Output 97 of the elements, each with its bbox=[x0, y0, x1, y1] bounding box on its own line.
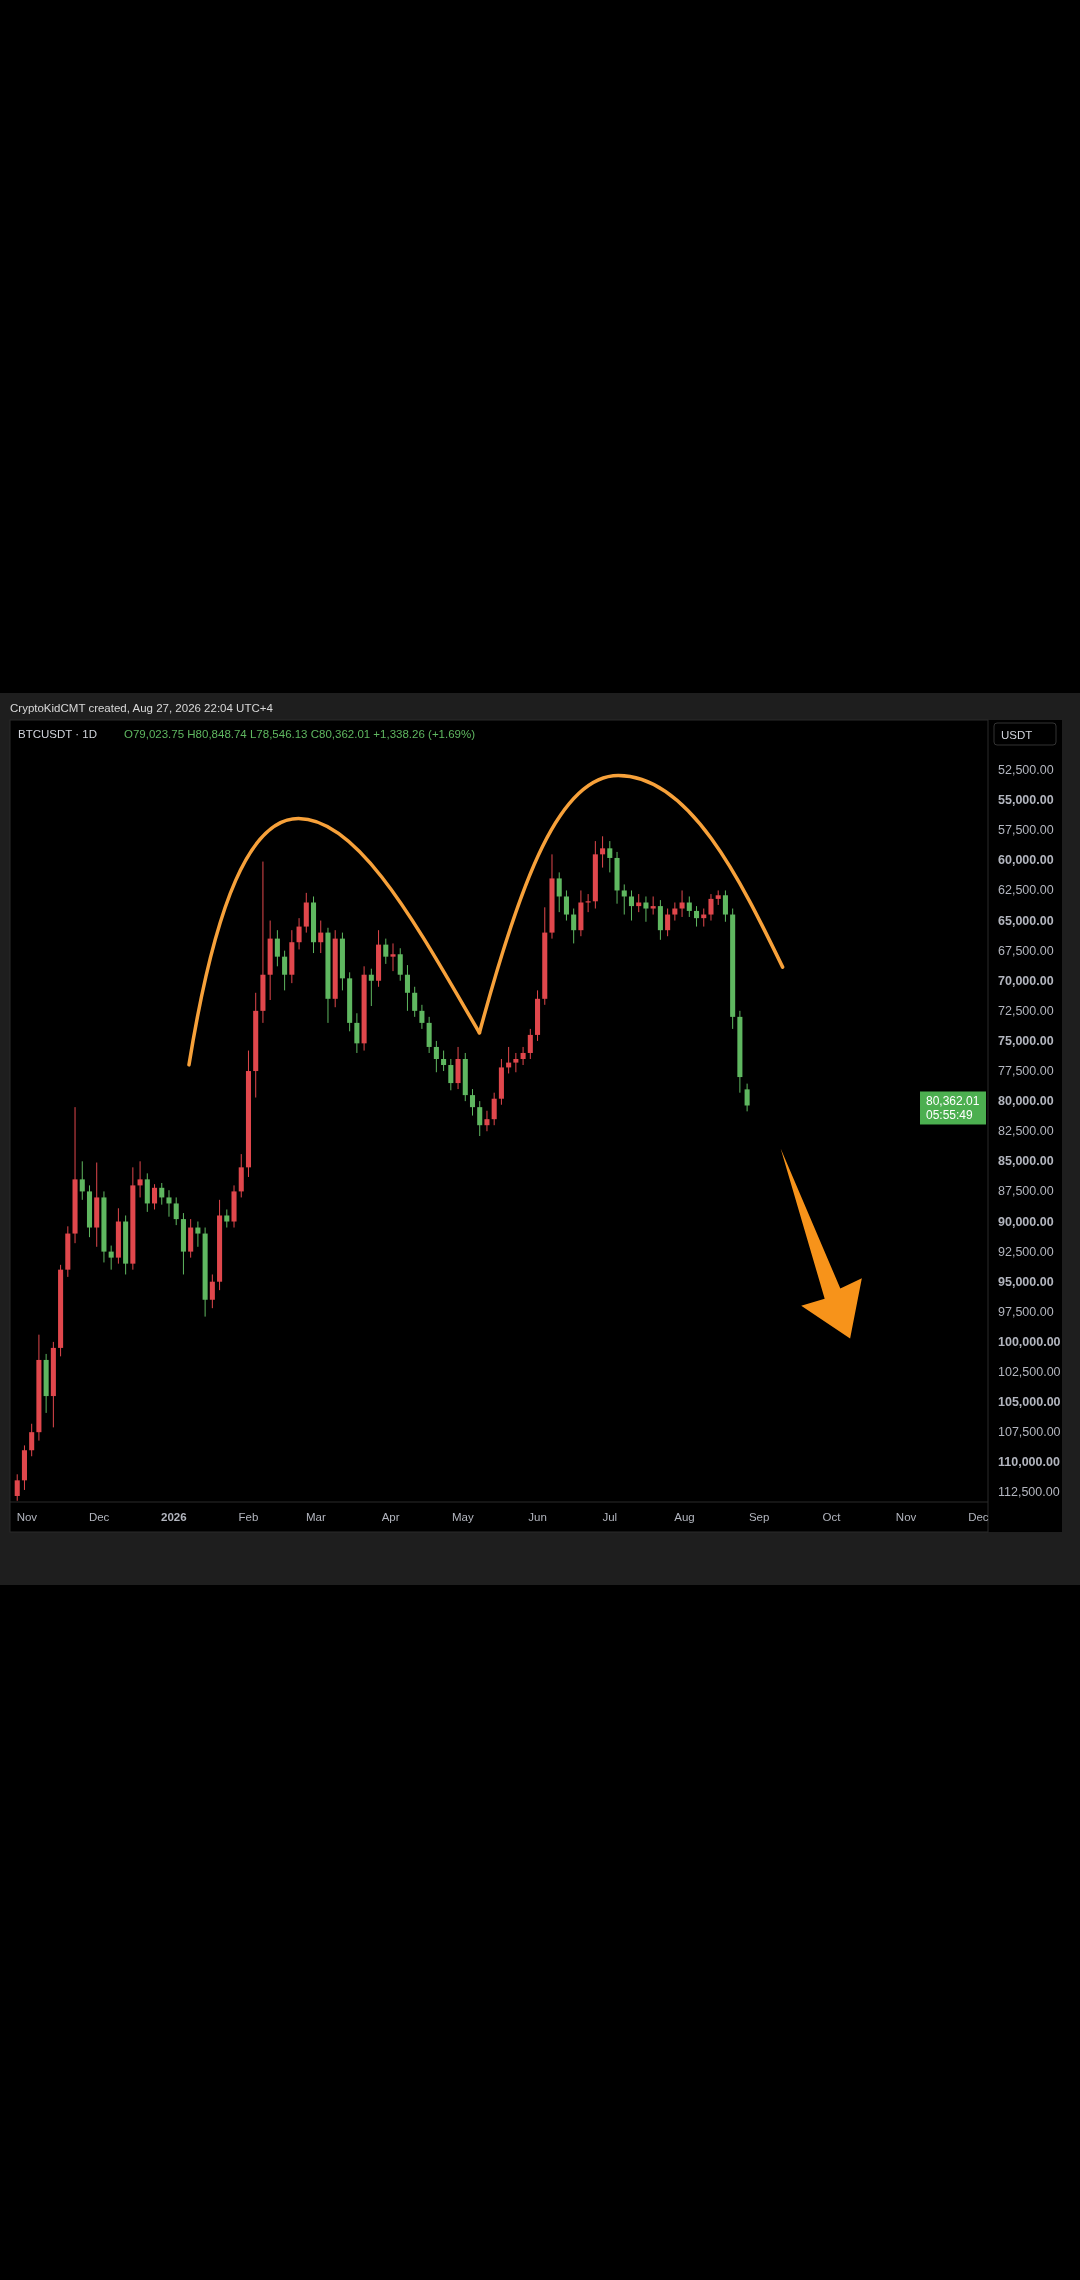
candlestick bbox=[477, 1100, 483, 1137]
candlestick bbox=[744, 1083, 750, 1112]
candlestick bbox=[14, 1473, 20, 1502]
candlestick bbox=[296, 917, 302, 950]
x-tick-label: Dec bbox=[968, 1511, 989, 1523]
y-tick-label: 55,000.00 bbox=[998, 793, 1054, 808]
x-tick-label: Jul bbox=[602, 1511, 618, 1523]
y-tick-label: 100,000.00 bbox=[998, 1334, 1061, 1349]
x-tick-label: Jun bbox=[528, 1511, 547, 1523]
y-tick-label: 67,500.00 bbox=[998, 943, 1054, 958]
candlestick bbox=[491, 1092, 497, 1126]
y-tick-label: 80,000.00 bbox=[998, 1094, 1054, 1109]
y-tick-label: 60,000.00 bbox=[998, 853, 1054, 868]
annotation: 80,362.01 bbox=[926, 1094, 980, 1109]
candlestick bbox=[636, 893, 642, 913]
y-tick-label: 87,500.00 bbox=[998, 1184, 1054, 1199]
y-tick-label: 105,000.00 bbox=[998, 1395, 1061, 1410]
y-tick-label: 82,500.00 bbox=[998, 1124, 1054, 1139]
x-tick-label: Apr bbox=[381, 1511, 400, 1523]
y-tick-label: 92,500.00 bbox=[998, 1244, 1054, 1259]
candlestick bbox=[708, 893, 714, 922]
y-tick-label: 102,500.00 bbox=[998, 1364, 1061, 1379]
candlestick bbox=[318, 920, 324, 954]
candlestick bbox=[195, 1221, 201, 1248]
candlestick bbox=[621, 883, 627, 916]
candlestick bbox=[419, 1004, 425, 1030]
candlestick bbox=[390, 942, 396, 972]
candlestick bbox=[563, 889, 569, 922]
candlestick bbox=[694, 905, 700, 928]
candlestick bbox=[224, 1208, 230, 1229]
x-tick-label: Aug bbox=[674, 1511, 695, 1523]
candlestick bbox=[484, 1110, 490, 1132]
candlestick bbox=[209, 1273, 215, 1309]
y-tick-label: 75,000.00 bbox=[998, 1033, 1054, 1048]
y-tick-label: 107,500.00 bbox=[998, 1425, 1061, 1440]
text: O79,023.75 H80,848.74 L78,546.13 C80,362.01 +1,338.26 (+1.69%) bbox=[124, 728, 476, 740]
y-tick-label: 72,500.00 bbox=[998, 1003, 1054, 1018]
candlestick bbox=[643, 895, 649, 923]
y-tick-label: 62,500.00 bbox=[998, 883, 1054, 898]
candlestick bbox=[79, 1160, 85, 1201]
candlestick bbox=[441, 1050, 447, 1072]
candlestick bbox=[600, 835, 606, 869]
x-tick-label: Nov bbox=[16, 1511, 38, 1523]
candlestick bbox=[173, 1196, 179, 1226]
y-tick-label: 77,500.00 bbox=[998, 1064, 1054, 1079]
y-tick-label: 90,000.00 bbox=[998, 1214, 1054, 1229]
candlestick bbox=[628, 889, 635, 922]
candlestick bbox=[274, 929, 280, 967]
x-tick-label: Oct bbox=[822, 1511, 842, 1523]
y-tick-label: 85,000.00 bbox=[998, 1154, 1054, 1169]
x-tick-label: May bbox=[452, 1511, 474, 1523]
y-tick-label: 112,500.00 bbox=[998, 1485, 1060, 1500]
candlestick bbox=[152, 1183, 158, 1210]
candlestick bbox=[368, 968, 374, 1007]
text: CryptoKidCMT created, Aug 27, 2026 22:04 UTC+4 bbox=[10, 702, 274, 714]
candlestick bbox=[159, 1182, 165, 1206]
candlestick bbox=[108, 1245, 114, 1271]
candlestick bbox=[556, 871, 562, 913]
candlestick bbox=[527, 1028, 533, 1060]
y-tick-label: 97,500.00 bbox=[998, 1304, 1054, 1319]
y-tick-label: 110,000.00 bbox=[998, 1455, 1060, 1470]
candlestick bbox=[686, 895, 692, 918]
candlestick bbox=[607, 840, 613, 873]
candlestick bbox=[679, 889, 685, 918]
candlestick bbox=[513, 1052, 519, 1073]
y-tick-label: 57,500.00 bbox=[998, 823, 1054, 838]
candlestick bbox=[433, 1040, 439, 1073]
candlestick bbox=[137, 1160, 143, 1198]
y-axis-title: USDT bbox=[1001, 729, 1033, 741]
candlestick bbox=[672, 902, 678, 922]
x-tick-label: 2026 bbox=[161, 1511, 187, 1523]
candlestick bbox=[282, 950, 288, 991]
x-tick-label: Sep bbox=[748, 1511, 770, 1523]
candlestick bbox=[448, 1058, 454, 1091]
candlestick bbox=[650, 895, 656, 916]
x-tick-label: Feb bbox=[238, 1511, 259, 1523]
y-tick-label: 70,000.00 bbox=[998, 973, 1054, 988]
candlestick bbox=[383, 938, 389, 965]
x-tick-label: Nov bbox=[895, 1511, 917, 1523]
candlestick bbox=[469, 1088, 476, 1117]
candlestick bbox=[520, 1046, 526, 1066]
candlestick bbox=[354, 1012, 360, 1054]
x-tick-label: Mar bbox=[306, 1511, 326, 1523]
y-tick-label: 95,000.00 bbox=[998, 1274, 1054, 1289]
candlestick bbox=[412, 986, 418, 1018]
candlestick bbox=[397, 947, 403, 982]
candlestick bbox=[571, 908, 577, 944]
candlestick bbox=[722, 889, 728, 923]
candlestick bbox=[404, 964, 410, 1012]
text: BTCUSDT · 1D bbox=[18, 728, 98, 740]
annotation: 05:55:49 bbox=[926, 1108, 974, 1123]
y-tick-label: 52,500.00 bbox=[998, 763, 1054, 778]
x-tick-label: Dec bbox=[88, 1511, 110, 1523]
candlestick bbox=[29, 1423, 35, 1457]
candlestick bbox=[166, 1189, 172, 1218]
y-tick-label: 65,000.00 bbox=[998, 913, 1054, 928]
candlestick bbox=[665, 908, 671, 937]
